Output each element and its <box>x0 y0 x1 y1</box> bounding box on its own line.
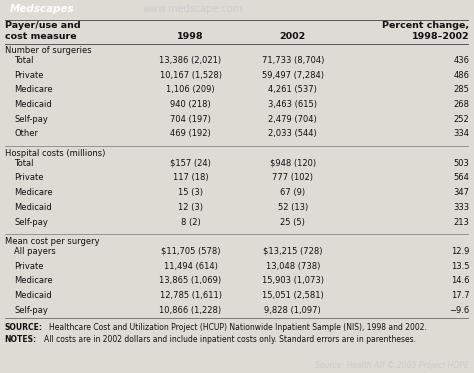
Text: 117 (18): 117 (18) <box>173 173 209 182</box>
Text: $157 (24): $157 (24) <box>170 159 211 168</box>
Text: All payers: All payers <box>14 247 56 256</box>
Text: 15,051 (2,581): 15,051 (2,581) <box>262 291 324 300</box>
Text: 15 (3): 15 (3) <box>178 188 203 197</box>
Text: 333: 333 <box>453 203 469 212</box>
Text: 2,479 (704): 2,479 (704) <box>268 115 317 124</box>
Text: 347: 347 <box>453 188 469 197</box>
Text: Self-pay: Self-pay <box>14 115 48 124</box>
Text: Number of surgeries: Number of surgeries <box>5 46 91 55</box>
Text: Private: Private <box>14 173 44 182</box>
Text: Percent change,: Percent change, <box>382 22 469 31</box>
Text: 15,903 (1,073): 15,903 (1,073) <box>262 276 324 285</box>
Text: 213: 213 <box>454 217 469 226</box>
Text: 8 (2): 8 (2) <box>181 217 201 226</box>
Text: Medicaid: Medicaid <box>14 291 52 300</box>
Text: 486: 486 <box>453 70 469 80</box>
Text: Healthcare Cost and Utilization Project (HCUP) Nationwide Inpatient Sample (NIS): Healthcare Cost and Utilization Project … <box>49 323 427 332</box>
Text: 12,785 (1,611): 12,785 (1,611) <box>160 291 221 300</box>
Text: 564: 564 <box>454 173 469 182</box>
Text: Self-pay: Self-pay <box>14 217 48 226</box>
Text: 12.9: 12.9 <box>451 247 469 256</box>
Text: 52 (13): 52 (13) <box>278 203 308 212</box>
Text: Medicare: Medicare <box>14 85 53 94</box>
Text: Mean cost per surgery: Mean cost per surgery <box>5 236 100 246</box>
Text: SOURCE:: SOURCE: <box>5 323 43 332</box>
Text: Medicare: Medicare <box>14 276 53 285</box>
Text: 14.6: 14.6 <box>451 276 469 285</box>
Text: 71,733 (8,704): 71,733 (8,704) <box>262 56 324 65</box>
Text: Medicare: Medicare <box>14 188 53 197</box>
Text: 469 (192): 469 (192) <box>170 129 211 138</box>
Text: Source: Health Aff © 2005 Project HOPE: Source: Health Aff © 2005 Project HOPE <box>315 361 469 370</box>
Text: 4,261 (537): 4,261 (537) <box>268 85 317 94</box>
Text: 334: 334 <box>453 129 469 138</box>
Text: 1998–2002: 1998–2002 <box>411 32 469 41</box>
Text: 3,463 (615): 3,463 (615) <box>268 100 317 109</box>
Text: 13,048 (738): 13,048 (738) <box>265 261 320 271</box>
Text: Medscapes: Medscapes <box>9 4 74 14</box>
Text: 25 (5): 25 (5) <box>280 217 305 226</box>
Text: www.medscape.com: www.medscape.com <box>142 4 242 14</box>
Text: Self-pay: Self-pay <box>14 306 48 315</box>
Text: All costs are in 2002 dollars and include inpatient costs only. Standard errors : All costs are in 2002 dollars and includ… <box>44 335 416 344</box>
Text: 10,167 (1,528): 10,167 (1,528) <box>160 70 221 80</box>
Text: 12 (3): 12 (3) <box>178 203 203 212</box>
Text: 436: 436 <box>453 56 469 65</box>
Text: 1,106 (209): 1,106 (209) <box>166 85 215 94</box>
Text: 268: 268 <box>453 100 469 109</box>
Text: 9,828 (1,097): 9,828 (1,097) <box>264 306 321 315</box>
Text: $11,705 (578): $11,705 (578) <box>161 247 220 256</box>
Text: −9.6: −9.6 <box>449 306 469 315</box>
Text: 11,494 (614): 11,494 (614) <box>164 261 218 271</box>
Text: 704 (197): 704 (197) <box>170 115 211 124</box>
Text: Total: Total <box>14 159 34 168</box>
Text: 940 (218): 940 (218) <box>170 100 211 109</box>
Text: Medicaid: Medicaid <box>14 203 52 212</box>
Text: Total: Total <box>14 56 34 65</box>
Text: Private: Private <box>14 261 44 271</box>
Text: 13,386 (2,021): 13,386 (2,021) <box>159 56 222 65</box>
Text: 1998: 1998 <box>177 32 204 41</box>
Text: Private: Private <box>14 70 44 80</box>
Text: 2002: 2002 <box>280 32 306 41</box>
Text: $948 (120): $948 (120) <box>270 159 316 168</box>
Text: 13.5: 13.5 <box>451 261 469 271</box>
Text: 13,865 (1,069): 13,865 (1,069) <box>159 276 222 285</box>
Text: Hospital costs (millions): Hospital costs (millions) <box>5 148 105 157</box>
Text: 2,033 (544): 2,033 (544) <box>268 129 317 138</box>
Text: Medicaid: Medicaid <box>14 100 52 109</box>
Text: Other: Other <box>14 129 38 138</box>
Text: 777 (102): 777 (102) <box>272 173 313 182</box>
Text: Payer/use and: Payer/use and <box>5 22 81 31</box>
Text: cost measure: cost measure <box>5 32 76 41</box>
Text: 10,866 (1,228): 10,866 (1,228) <box>159 306 222 315</box>
Text: 17.7: 17.7 <box>451 291 469 300</box>
Text: 252: 252 <box>454 115 469 124</box>
Text: NOTES:: NOTES: <box>5 335 37 344</box>
Text: 285: 285 <box>454 85 469 94</box>
Text: 503: 503 <box>454 159 469 168</box>
Text: $13,215 (728): $13,215 (728) <box>263 247 322 256</box>
Text: 59,497 (7,284): 59,497 (7,284) <box>262 70 324 80</box>
Text: 67 (9): 67 (9) <box>280 188 305 197</box>
